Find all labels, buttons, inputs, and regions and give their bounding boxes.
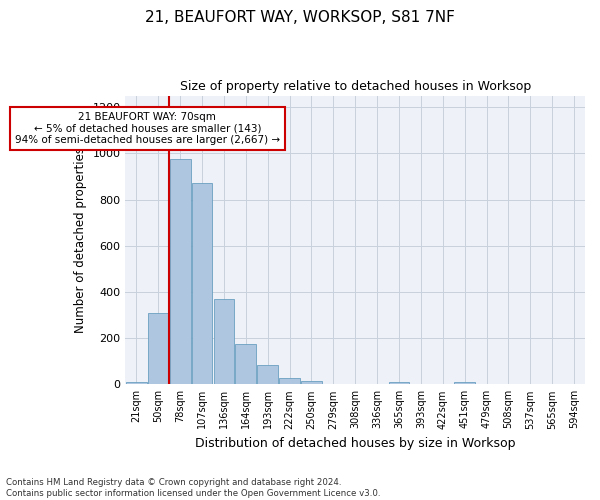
Bar xyxy=(126,382,147,384)
Bar xyxy=(148,312,169,384)
Text: 21 BEAUFORT WAY: 70sqm
← 5% of detached houses are smaller (143)
94% of semi-det: 21 BEAUFORT WAY: 70sqm ← 5% of detached … xyxy=(15,112,280,145)
Bar xyxy=(235,344,256,385)
Y-axis label: Number of detached properties: Number of detached properties xyxy=(74,147,87,333)
Text: 21, BEAUFORT WAY, WORKSOP, S81 7NF: 21, BEAUFORT WAY, WORKSOP, S81 7NF xyxy=(145,10,455,25)
Bar xyxy=(389,382,409,384)
X-axis label: Distribution of detached houses by size in Worksop: Distribution of detached houses by size … xyxy=(195,437,515,450)
Bar xyxy=(257,364,278,384)
Bar xyxy=(279,378,300,384)
Bar xyxy=(214,299,234,384)
Bar xyxy=(454,382,475,384)
Bar xyxy=(191,184,212,384)
Text: Contains HM Land Registry data © Crown copyright and database right 2024.
Contai: Contains HM Land Registry data © Crown c… xyxy=(6,478,380,498)
Title: Size of property relative to detached houses in Worksop: Size of property relative to detached ho… xyxy=(179,80,531,93)
Bar xyxy=(170,159,191,384)
Bar xyxy=(301,381,322,384)
